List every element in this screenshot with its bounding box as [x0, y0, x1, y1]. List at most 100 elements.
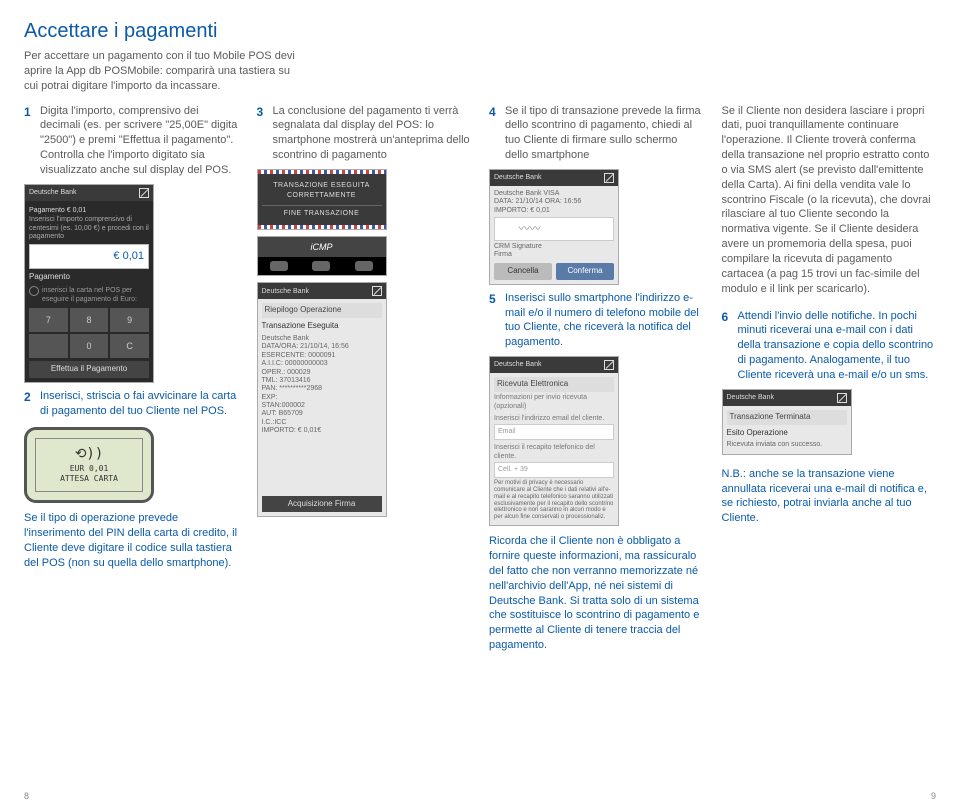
phone5-brand: Deutsche Bank — [494, 360, 541, 369]
page-title: Accettare i pagamenti — [24, 18, 936, 45]
icmp-buttons — [258, 257, 386, 275]
key-7[interactable]: 7 — [29, 308, 68, 332]
db-logo-icon — [139, 188, 149, 198]
intro-text: Per accettare un pagamento con il tuo Mo… — [24, 49, 304, 94]
phone-summary: Deutsche Bank Riepilogo Operazione Trans… — [257, 282, 387, 517]
phone1-topline: Pagamento € 0,01 — [29, 205, 149, 216]
phone1-instr: Inserisci l'importo comprensivo di cente… — [29, 216, 149, 241]
icmp-device: iCMP — [257, 236, 387, 276]
phone5-header: Deutsche Bank — [490, 357, 618, 373]
phone3-button[interactable]: Acquisizione Firma — [262, 496, 382, 513]
step-6-text: Attendi l'invio delle notifiche. In poch… — [738, 309, 937, 383]
phone5-email-label: Inserisci l'indirizzo email del cliente. — [494, 413, 614, 424]
column-3: 4 Se il tipo di transazione prevede la f… — [489, 104, 704, 653]
phone-payment-entry: Deutsche Bank Pagamento € 0,01 Inserisci… — [24, 184, 154, 383]
phone4-siglabel: CRM Signature — [494, 243, 614, 251]
banner-line-1: TRANSAZIONE ESEGUITA — [262, 181, 382, 190]
content-columns: 1 Digita l'importo, comprensivo dei deci… — [24, 104, 936, 653]
key-9[interactable]: 9 — [110, 308, 149, 332]
key-blank[interactable] — [29, 334, 68, 358]
terminal-status: ATTESA CARTA — [36, 474, 142, 485]
phone-receipt: Deutsche Bank Ricevuta Elettronica Infor… — [489, 356, 619, 526]
db-logo-icon — [604, 173, 614, 183]
db-logo-icon — [372, 286, 382, 296]
key-0[interactable]: 0 — [70, 334, 109, 358]
page-number-right: 9 — [931, 790, 936, 802]
step-1: 1 Digita l'importo, comprensivo dei deci… — [24, 104, 239, 178]
column-1: 1 Digita l'importo, comprensivo dei deci… — [24, 104, 239, 653]
icmp-btn-2[interactable] — [312, 261, 330, 271]
step-6: 6 Attendi l'invio delle notifiche. In po… — [722, 309, 937, 383]
receipt-line: AUT: B65709 — [262, 410, 382, 418]
cancel-button[interactable]: Cancella — [494, 263, 552, 280]
step-3: 3 La conclusione del pagamento ti verrà … — [257, 104, 472, 163]
receipt-line: DATA/ORA: 21/10/14, 16:56 — [262, 343, 382, 351]
receipt-line: TML: 37013416 — [262, 377, 382, 385]
icmp-btn-1[interactable] — [270, 261, 288, 271]
phone5-disclaimer: Per motivi di privacy è necessario comun… — [494, 480, 614, 521]
phone1-section: Pagamento — [29, 272, 149, 283]
phone5-phone-label: Inserisci il recapito telefonico del cli… — [494, 442, 614, 463]
step-6-extra: N.B.: anche se la transazione viene annu… — [722, 467, 937, 526]
key-c[interactable]: C — [110, 334, 149, 358]
step-4-text: Se il tipo di transazione prevede la fir… — [505, 104, 704, 163]
step-4-num: 4 — [489, 104, 501, 163]
phone6-header: Deutsche Bank — [723, 390, 851, 406]
phone-input[interactable]: Cell. + 39 — [494, 462, 614, 477]
phone6-title: Transazione Terminata — [727, 410, 847, 425]
page-number-left: 8 — [24, 790, 29, 802]
phone1-submit[interactable]: Effettua il Pagamento — [29, 361, 149, 378]
phone1-brand: Deutsche Bank — [29, 188, 76, 197]
signature-scribble-icon: 〰〰 — [519, 222, 541, 237]
phone1-header: Deutsche Bank — [25, 185, 153, 201]
receipt-line: PAN: **********2968 — [262, 385, 382, 393]
confirm-button[interactable]: Conferma — [556, 263, 614, 280]
icmp-label: iCMP — [258, 237, 386, 257]
step-5-text: Inserisci sullo smartphone l'indirizzo e… — [505, 291, 704, 350]
phone1-desc: inserisci la carta nel POS per eseguire … — [39, 286, 149, 305]
phone4-header: Deutsche Bank — [490, 170, 618, 186]
step-6-num: 6 — [722, 309, 734, 383]
step-3-text: La conclusione del pagamento ti verrà se… — [273, 104, 472, 163]
phone4-siglabel2: Firma — [494, 251, 614, 259]
signature-canvas[interactable]: 〰〰 — [494, 217, 614, 241]
phone-signature: Deutsche Bank Deutsche Bank VISA DATA: 2… — [489, 169, 619, 285]
phone5-info: Informazioni per invio ricevuta (opziona… — [494, 392, 614, 413]
phone6-brand: Deutsche Bank — [727, 393, 774, 402]
receipt-line: EXP: — [262, 394, 382, 402]
phone3-header: Deutsche Bank — [258, 283, 386, 299]
column-2: 3 La conclusione del pagamento ti verrà … — [257, 104, 472, 653]
pos-terminal: ⟲)) EUR 0,01 ATTESA CARTA — [24, 427, 154, 503]
banner-line-3: FINE TRANSAZIONE — [262, 205, 382, 218]
phone4-meta2: DATA: 21/10/14 ORA: 16:56 IMPORTO: € 0,0… — [494, 198, 614, 215]
step-2: 2 Inserisci, striscia o fai avvicinare l… — [24, 389, 239, 419]
step-1-num: 1 — [24, 104, 36, 178]
step-5-extra: Ricorda che il Cliente non è obbligato a… — [489, 534, 704, 653]
step-2-num: 2 — [24, 389, 36, 419]
banner-line-2: CORRETTAMENTE — [262, 191, 382, 200]
phone1-amount: € 0,01 — [29, 244, 149, 269]
column-4: Se il Cliente non desidera lasciare i pr… — [722, 104, 937, 653]
receipt-line: IMPORTO: € 0,01€ — [262, 427, 382, 435]
contactless-icon: ⟲)) — [36, 445, 142, 464]
right-text: Se il Cliente non desidera lasciare i pr… — [722, 104, 937, 297]
step-2-extra: Se il tipo di operazione prevede l'inser… — [24, 511, 239, 570]
phone1-keypad: 7 8 9 0 C — [29, 308, 149, 358]
receipt-line: I.C.:ICC — [262, 419, 382, 427]
receipt-line: A.I.I.C: 00000000003 — [262, 360, 382, 368]
phone3-lines: DATA/ORA: 21/10/14, 16:56ESERCENTE: 0000… — [262, 343, 382, 435]
phone3-title: Riepilogo Operazione — [262, 303, 382, 318]
db-logo-icon — [604, 360, 614, 370]
email-input[interactable]: Email — [494, 424, 614, 439]
stripe-bottom — [258, 225, 386, 229]
step-5-num: 5 — [489, 291, 501, 350]
step-2-text: Inserisci, striscia o fai avvicinare la … — [40, 389, 239, 419]
receipt-line: STAN:000002 — [262, 402, 382, 410]
phone3-brand: Deutsche Bank — [262, 287, 309, 296]
icmp-btn-3[interactable] — [355, 261, 373, 271]
step-5: 5 Inserisci sullo smartphone l'indirizzo… — [489, 291, 704, 350]
step-4: 4 Se il tipo di transazione prevede la f… — [489, 104, 704, 163]
key-8[interactable]: 8 — [70, 308, 109, 332]
phone6-msg: Ricevuta inviata con successo. — [727, 441, 847, 449]
receipt-line: OPER.: 000029 — [262, 369, 382, 377]
